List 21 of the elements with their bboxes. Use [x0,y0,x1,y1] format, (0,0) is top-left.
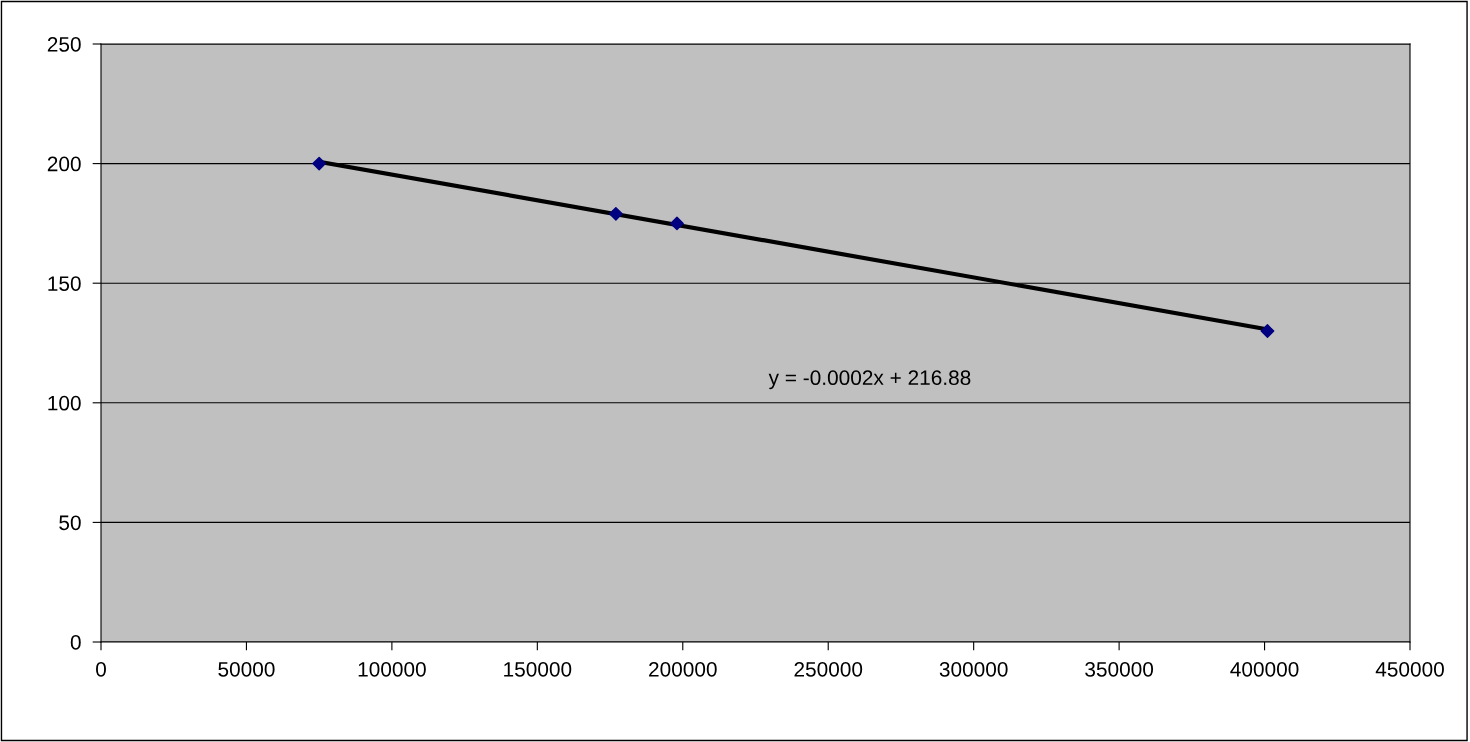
point [608,206,623,221]
x-tick-label: 350000 [1085,661,1154,677]
annotation: y = -0.0002x + 216.88 [768,370,971,390]
x-tick-label: 0 [96,661,106,677]
x-tick-label: 300000 [939,661,1008,677]
point [670,216,684,231]
x-tick-label: 200000 [649,661,717,677]
y-tick-label: 0 [70,635,81,650]
y-tick-label: 250 [47,37,81,52]
x-tick-label: 400000 [1230,661,1299,677]
x-tick-label: 250000 [794,661,863,677]
x-tick-label: 100000 [358,661,426,677]
y-tick-label: 100 [48,395,81,411]
y-tick-label: 200 [47,156,81,172]
x-tick-label: 50000 [218,661,275,677]
y-tick-label: 150 [48,276,81,291]
x-tick-label: 150000 [504,661,572,677]
point [312,156,327,171]
point [1260,324,1275,338]
x-tick-label: 450000 [1375,661,1444,677]
y-tick-label: 50 [59,515,81,531]
